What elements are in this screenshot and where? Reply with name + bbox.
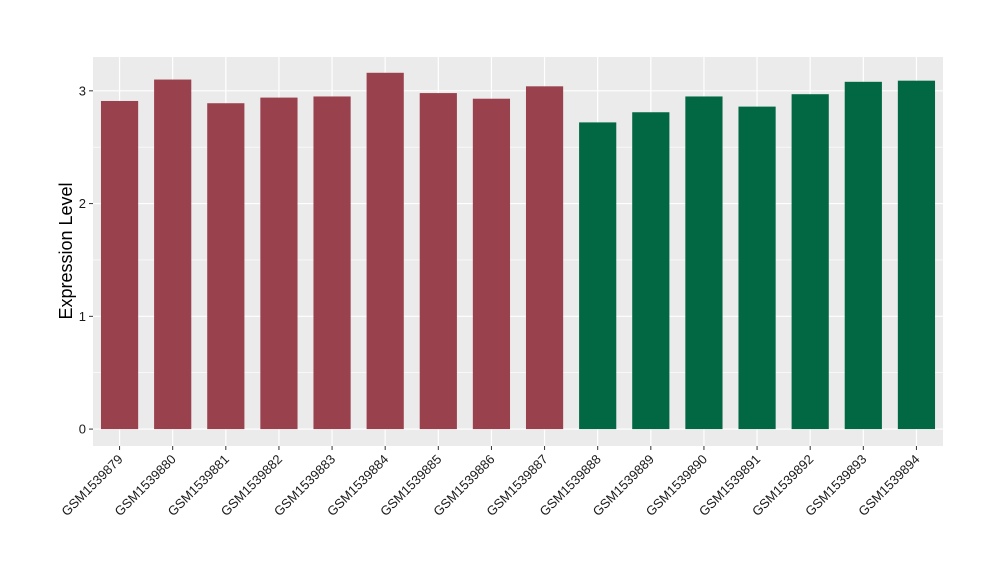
bar xyxy=(366,72,404,430)
bar xyxy=(579,122,617,430)
y-tick-label: 2 xyxy=(79,196,86,211)
y-axis-title: Expression Level xyxy=(56,182,76,319)
bar xyxy=(313,96,351,430)
y-tick-label: 1 xyxy=(79,309,86,324)
bar xyxy=(154,79,192,430)
bar xyxy=(100,100,139,430)
bars xyxy=(100,72,936,430)
x-axis: GSM1539879GSM1539880GSM1539881GSM1539882… xyxy=(58,446,923,519)
bar xyxy=(525,86,564,430)
bar xyxy=(472,98,511,430)
bar xyxy=(791,94,829,430)
bar xyxy=(632,112,670,430)
bar xyxy=(685,96,723,430)
y-tick-label: 0 xyxy=(79,422,86,437)
bar xyxy=(207,103,245,430)
bar xyxy=(897,80,936,430)
bar xyxy=(844,81,882,430)
y-tick-label: 3 xyxy=(79,83,86,98)
y-axis: 0 1 2 3 xyxy=(79,83,93,437)
bar xyxy=(260,97,298,430)
bar xyxy=(738,106,776,430)
bar xyxy=(419,93,457,430)
